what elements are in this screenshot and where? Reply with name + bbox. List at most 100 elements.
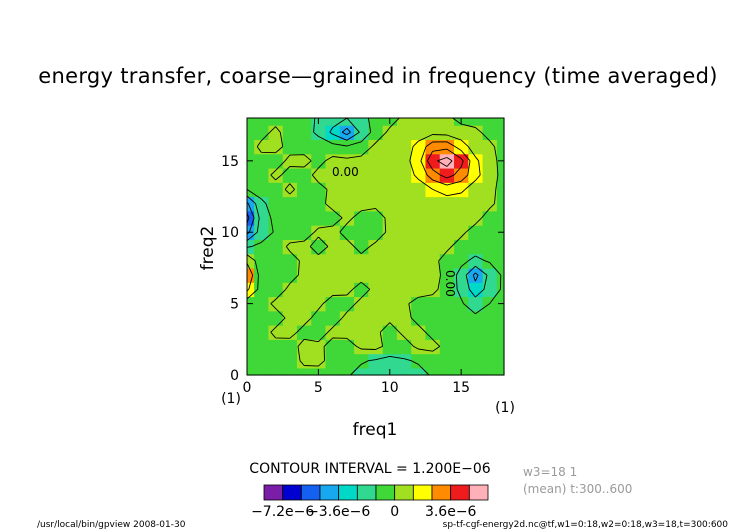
heatmap-cell	[296, 296, 312, 312]
heatmap-cell	[311, 125, 327, 141]
heatmap-cell	[282, 239, 298, 255]
heatmap-cell	[325, 353, 341, 369]
heatmap-cell	[411, 182, 427, 198]
heatmap-cell	[282, 118, 298, 126]
heatmap-cell	[325, 339, 341, 355]
heatmap-cell	[354, 267, 369, 283]
heatmap-cell	[325, 296, 341, 312]
heatmap-cell	[247, 182, 255, 198]
heatmap-cell	[482, 282, 498, 298]
heatmap-cell	[325, 225, 341, 240]
heatmap-cell	[468, 267, 484, 283]
heatmap-cell	[411, 125, 427, 141]
heatmap-cell	[254, 267, 270, 283]
heatmap-cell	[382, 210, 398, 226]
heatmap-cell	[282, 125, 298, 141]
footer-left: /usr/local/bin/gpview 2008-01-30	[37, 520, 186, 530]
heatmap-cell	[254, 310, 270, 326]
heatmap-cell	[468, 296, 484, 312]
heatmap-cell	[411, 267, 427, 283]
heatmap-cell	[254, 339, 270, 355]
heatmap-cell	[339, 125, 355, 141]
heatmap-cell	[296, 196, 312, 212]
heatmap-cell	[339, 118, 355, 126]
contour-line	[427, 148, 464, 179]
heatmap-cell	[311, 353, 327, 369]
heatmap-cell	[382, 182, 398, 198]
x-tick-label: 0	[243, 380, 252, 396]
contour-line	[246, 117, 502, 376]
heatmap-cell	[411, 339, 427, 355]
x-axis-ticks: 0 5 10 15	[243, 118, 470, 396]
heatmap-cell	[482, 118, 498, 126]
heatmap-cell	[311, 296, 327, 312]
heatmap-cell	[468, 282, 484, 298]
heatmap-cell	[354, 196, 369, 212]
heatmap-cell	[368, 239, 384, 255]
plot-frame	[246, 117, 505, 376]
heatmap-cell	[339, 325, 355, 340]
heatmap-cell	[482, 225, 498, 240]
heatmap-cell	[254, 118, 270, 126]
heatmap-cell	[268, 282, 284, 298]
colorbar	[263, 484, 489, 501]
heatmap-cell	[496, 239, 505, 255]
heatmap-cell	[468, 253, 484, 269]
heatmap-cell	[396, 367, 412, 376]
heatmap-cell	[496, 125, 505, 141]
y-axis-label: freq2	[198, 226, 218, 271]
heatmap-cell	[396, 310, 412, 326]
heatmap-cell	[482, 167, 498, 183]
heatmap-cell	[325, 267, 341, 283]
heatmap-cell	[482, 125, 498, 141]
heatmap-cell	[254, 167, 270, 183]
heatmap-cell	[296, 239, 312, 255]
heatmap-cell	[268, 225, 284, 240]
heatmap-cell	[311, 210, 327, 226]
heatmap-cell	[382, 153, 398, 169]
heatmap-cell	[425, 118, 441, 126]
heatmap-cell	[311, 310, 327, 326]
colorbar-swatch	[394, 484, 414, 501]
colorbar-swatch	[356, 484, 377, 501]
footer-right: sp-tf-cgf-energy2d.nc@tf,w1=0:18,w2=0:18…	[443, 520, 729, 530]
heatmap-cell	[368, 310, 384, 326]
heatmap-cell	[325, 210, 341, 226]
heatmap-cell	[454, 225, 469, 240]
heatmap-cell	[382, 310, 398, 326]
heatmap-cell	[396, 225, 412, 240]
heatmap-cell	[339, 182, 355, 198]
heatmap-cell	[296, 125, 312, 141]
heatmap-cell	[296, 182, 312, 198]
heatmap-cell	[254, 239, 270, 255]
heatmap-cell	[454, 310, 469, 326]
heatmap-cell	[247, 353, 255, 369]
heatmap-cell	[339, 339, 355, 355]
colorbar-swatch	[263, 484, 284, 501]
colorbar-swatch	[468, 484, 489, 501]
heatmap-cell	[468, 239, 484, 255]
heatmap-cell	[268, 239, 284, 255]
heatmap-cell	[311, 153, 327, 169]
heatmap-cell	[396, 167, 412, 183]
heatmap-cell	[282, 353, 298, 369]
heatmap-cell	[396, 239, 412, 255]
heatmap-cell	[425, 367, 441, 376]
heatmap-cell	[354, 253, 369, 269]
heatmap-cell	[425, 196, 441, 212]
heatmap-cell	[368, 118, 384, 126]
heatmap-cell	[282, 282, 298, 298]
heatmap-cell	[296, 153, 312, 169]
heatmap-cell	[325, 325, 341, 340]
heatmap-cell	[296, 167, 312, 183]
heatmap-cell	[396, 325, 412, 340]
x-tick-label: 15	[452, 380, 470, 396]
heatmap-cell	[468, 325, 484, 340]
heatmap-cell	[439, 125, 455, 141]
heatmap-cell	[268, 118, 284, 126]
heatmap-cell	[396, 196, 412, 212]
heatmap-cell	[382, 353, 398, 369]
heatmap-cell	[339, 282, 355, 298]
heatmap-cell	[396, 353, 412, 369]
heatmap-cell	[354, 167, 369, 183]
